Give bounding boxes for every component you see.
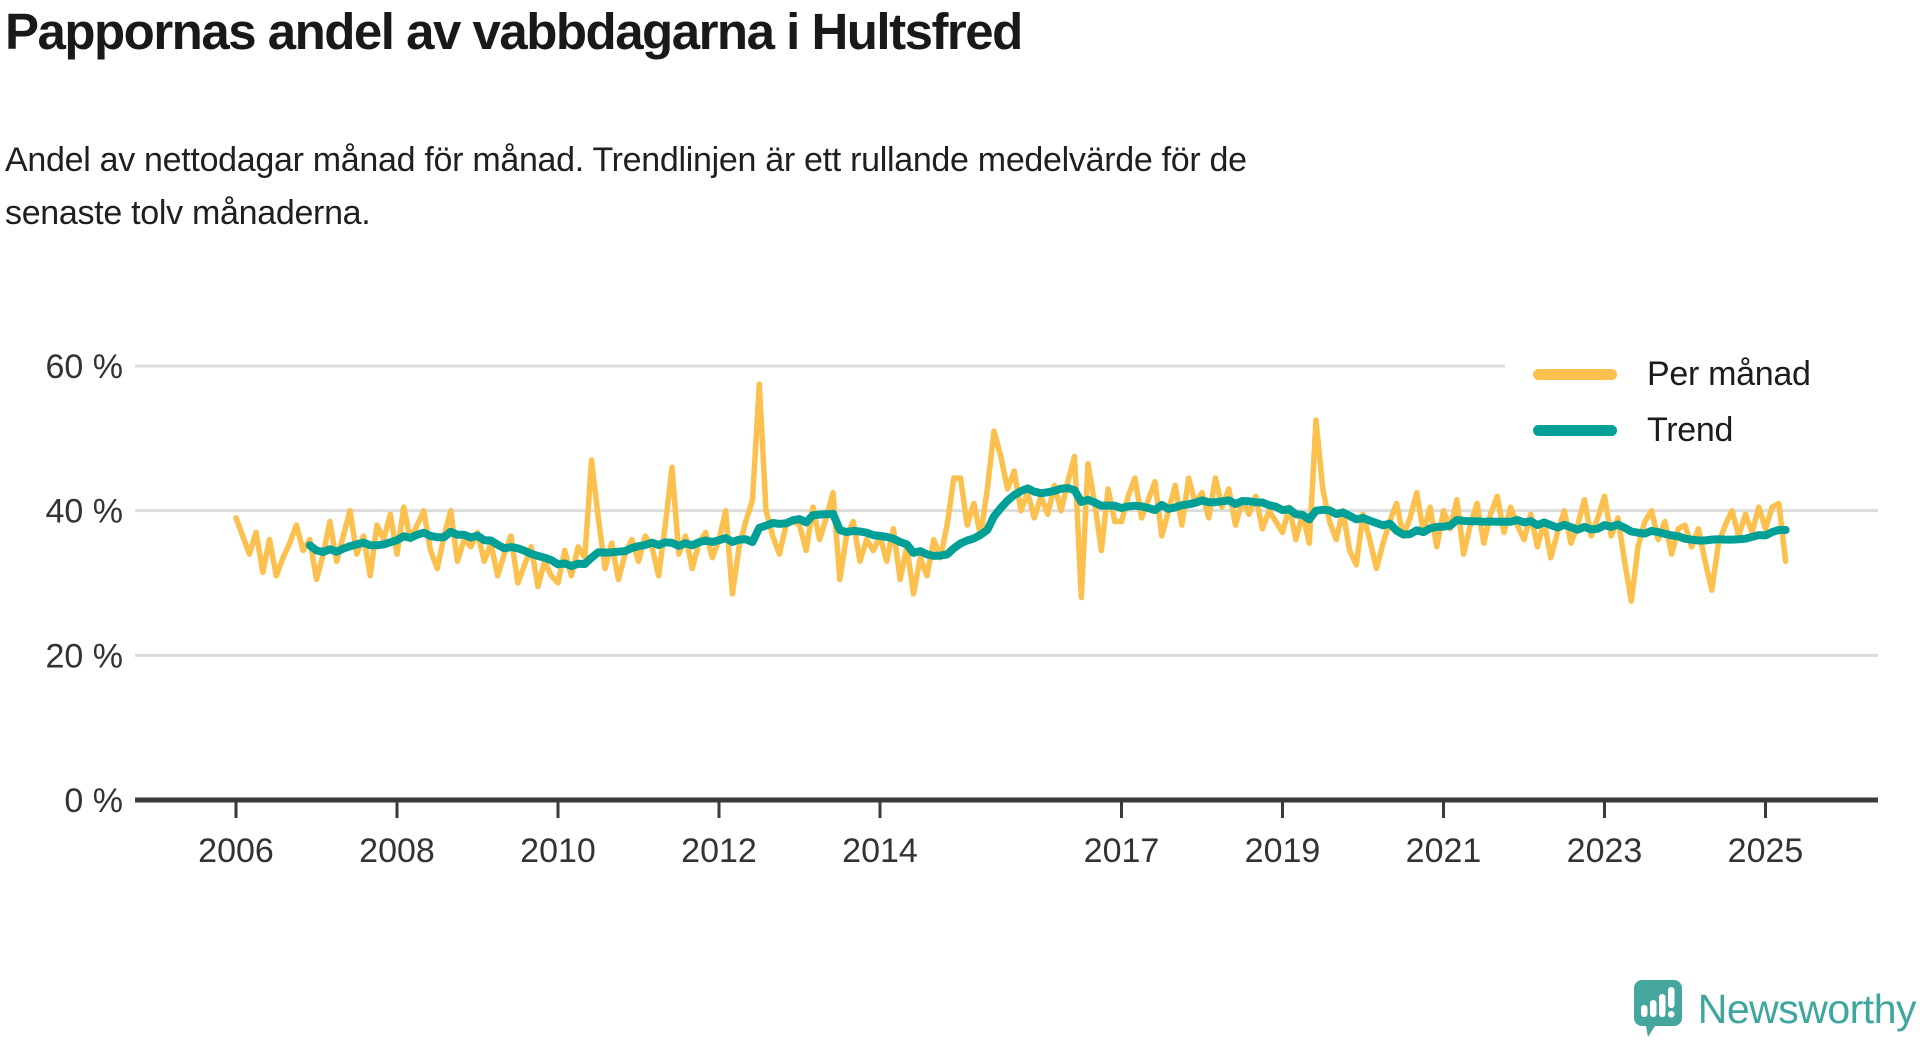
- brand-name: Newsworthy: [1697, 985, 1917, 1032]
- x-tick-label: 2017: [1084, 832, 1160, 870]
- legend-item-per-manad: Per månad: [1533, 354, 1883, 393]
- chart-subtitle-line2: senaste tolv månaderna.: [5, 194, 371, 232]
- per-manad-line: [233, 381, 1789, 604]
- legend-item-trend: Trend: [1533, 410, 1883, 449]
- y-tick-label: 20 %: [46, 637, 124, 675]
- chart-legend: Per månad Trend: [1505, 348, 1883, 454]
- x-tick-label: 2019: [1245, 832, 1321, 870]
- x-tick-label: 2023: [1567, 832, 1643, 870]
- legend-label: Per månad: [1647, 354, 1811, 393]
- x-tick-label: 2008: [359, 832, 435, 870]
- x-tick-label: 2006: [198, 832, 274, 870]
- x-tick-label: 2014: [842, 832, 918, 870]
- x-tick-label: 2025: [1728, 832, 1804, 870]
- per-manad-swatch: [1533, 368, 1617, 380]
- legend-label: Trend: [1647, 410, 1734, 449]
- x-tick-label: 2012: [681, 832, 757, 870]
- y-tick-label: 40 %: [46, 493, 124, 531]
- chart-subtitle: Andel av nettodagar månad för månad. Tre…: [5, 134, 1247, 240]
- newsworthy-brand: Newsworthy: [1632, 978, 1917, 1040]
- x-tick-label: 2021: [1406, 832, 1482, 870]
- chart-subtitle-line1: Andel av nettodagar månad för månad. Tre…: [5, 141, 1247, 179]
- x-tick-label: 2010: [520, 832, 596, 870]
- y-tick-label: 0 %: [64, 782, 123, 820]
- trend-swatch: [1533, 424, 1617, 436]
- y-tick-label: 60 %: [46, 348, 124, 386]
- page-title: Pappornas andel av vabbdagarna i Hultsfr…: [5, 3, 1023, 60]
- trend-line: [305, 484, 1790, 571]
- newsworthy-logo-icon: [1633, 980, 1682, 1037]
